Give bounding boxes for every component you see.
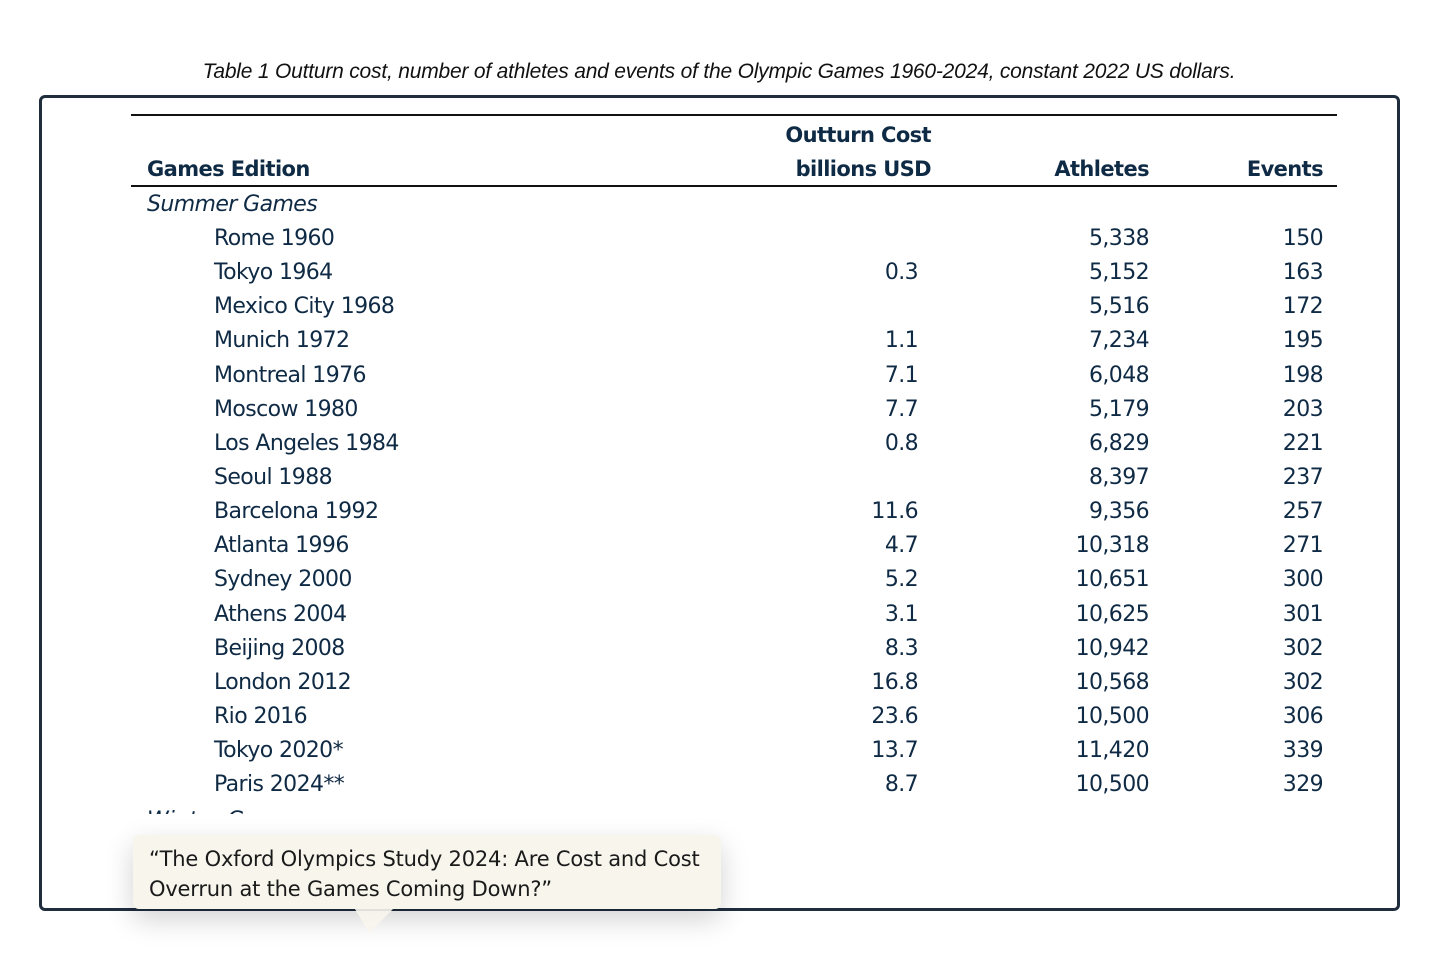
- table-caption: Table 1 Outturn cost, number of athletes…: [202, 60, 1236, 83]
- row-events: 300: [1282, 567, 1324, 593]
- row-events: 150: [1282, 226, 1324, 251]
- table-row: London 2012 16.8 10,568 302: [131, 666, 1337, 700]
- table-row: Mexico City 1968 5,516 172: [131, 290, 1337, 324]
- row-events: 195: [1282, 328, 1324, 354]
- row-outturn-cost: 0.8: [884, 430, 919, 456]
- row-games-edition: Tokyo 1964: [214, 260, 333, 286]
- row-outturn-cost: 0.3: [884, 260, 919, 286]
- data-table: Games Edition Outturn Cost billions USD …: [131, 114, 1337, 814]
- row-games-edition: Montreal 1976: [214, 362, 366, 388]
- row-outturn-cost: 7.7: [884, 396, 919, 422]
- row-events: 329: [1282, 772, 1324, 798]
- row-events: 163: [1282, 260, 1324, 286]
- row-outturn-cost: 1.1: [884, 328, 919, 354]
- row-events: 257: [1282, 499, 1324, 525]
- row-outturn-cost: 4.7: [884, 533, 919, 559]
- row-athletes: 7,234: [1089, 328, 1150, 354]
- row-outturn-cost: 7.1: [884, 362, 919, 388]
- row-athletes: 6,829: [1089, 430, 1150, 456]
- table-row: Paris 2024** 8.7 10,500 329: [131, 768, 1337, 802]
- row-outturn-cost: 11.6: [871, 499, 918, 525]
- row-events: 301: [1282, 601, 1324, 627]
- tooltip-pointer: [355, 909, 393, 933]
- header-games-edition: Games Edition: [147, 157, 310, 181]
- row-outturn-cost: 8.7: [884, 772, 919, 798]
- header-events: Events: [1246, 157, 1324, 181]
- row-games-edition: Seoul 1988: [214, 464, 333, 490]
- section-winter-games-partial: Winter Games: [147, 804, 304, 814]
- table-row: Beijing 2008 8.3 10,942 302: [131, 632, 1337, 666]
- header-cost-line2: billions USD: [795, 157, 932, 181]
- row-athletes: 8,397: [1089, 464, 1150, 490]
- row-games-edition: Tokyo 2020*: [214, 738, 344, 764]
- table-row: Barcelona 1992 11.6 9,356 257: [131, 495, 1337, 529]
- row-outturn-cost: 13.7: [871, 738, 918, 764]
- table-body: Rome 1960 5,338 150 Tokyo 1964 0.3 5,152 163 Me…: [131, 222, 1337, 802]
- row-events: 203: [1282, 396, 1324, 422]
- header-outturn-cost: Outturn Cost billions USD: [731, 118, 931, 186]
- row-games-edition: Sydney 2000: [214, 567, 352, 593]
- table-row: Montreal 1976 7.1 6,048 198: [131, 359, 1337, 393]
- row-athletes: 5,338: [1089, 226, 1150, 251]
- section-summer-games: Summer Games: [147, 192, 318, 217]
- header-athletes: Athletes: [1054, 157, 1149, 181]
- row-events: 302: [1282, 669, 1324, 695]
- table-row: Moscow 1980 7.7 5,179 203: [131, 393, 1337, 427]
- row-games-edition: Mexico City 1968: [214, 294, 395, 320]
- row-athletes: 10,318: [1075, 533, 1150, 559]
- row-events: 339: [1282, 738, 1324, 764]
- row-games-edition: Moscow 1980: [214, 396, 358, 422]
- row-athletes: 9,356: [1089, 499, 1150, 525]
- row-athletes: 10,942: [1075, 635, 1150, 661]
- row-games-edition: Beijing 2008: [214, 635, 345, 661]
- row-athletes: 5,152: [1089, 260, 1150, 286]
- row-athletes: 10,651: [1075, 567, 1150, 593]
- table-row: Tokyo 1964 0.3 5,152 163: [131, 256, 1337, 290]
- table-row: Sydney 2000 5.2 10,651 300: [131, 563, 1337, 597]
- row-events: 221: [1282, 430, 1324, 456]
- row-games-edition: Los Angeles 1984: [214, 430, 399, 456]
- table-row: Rome 1960 5,338 150: [131, 222, 1337, 256]
- row-games-edition: Rio 2016: [214, 703, 308, 729]
- table-row: Tokyo 2020* 13.7 11,420 339: [131, 734, 1337, 768]
- row-events: 237: [1282, 464, 1324, 490]
- row-games-edition: Munich 1972: [214, 328, 350, 354]
- row-athletes: 10,568: [1075, 669, 1150, 695]
- table-row: Los Angeles 1984 0.8 6,829 221: [131, 427, 1337, 461]
- row-games-edition: Athens 2004: [214, 601, 347, 627]
- row-events: 198: [1282, 362, 1324, 388]
- row-games-edition: Paris 2024**: [214, 772, 345, 798]
- table-row: Atlanta 1996 4.7 10,318 271: [131, 529, 1337, 563]
- header-cost-line1: Outturn Cost: [785, 123, 931, 147]
- row-outturn-cost: 23.6: [871, 703, 918, 729]
- table-top-rule: [131, 114, 1337, 116]
- row-events: 306: [1282, 703, 1324, 729]
- row-athletes: 10,625: [1075, 601, 1150, 627]
- row-games-edition: Barcelona 1992: [214, 499, 379, 525]
- row-athletes: 10,500: [1075, 772, 1150, 798]
- row-athletes: 10,500: [1075, 703, 1150, 729]
- citation-tooltip: “The Oxford Olympics Study 2024: Are Cos…: [133, 835, 721, 933]
- table-row: Munich 1972 1.1 7,234 195: [131, 324, 1337, 358]
- table-frame: Games Edition Outturn Cost billions USD …: [39, 95, 1400, 911]
- row-outturn-cost: 16.8: [871, 669, 918, 695]
- row-events: 302: [1282, 635, 1324, 661]
- row-games-edition: Atlanta 1996: [214, 533, 349, 559]
- header-bottom-rule: [131, 185, 1337, 187]
- row-events: 271: [1282, 533, 1324, 559]
- row-outturn-cost: 5.2: [884, 567, 919, 593]
- row-outturn-cost: 3.1: [884, 601, 919, 627]
- row-outturn-cost: 8.3: [884, 635, 919, 661]
- tooltip-text: “The Oxford Olympics Study 2024: Are Cos…: [149, 847, 700, 901]
- row-athletes: 5,516: [1089, 294, 1150, 320]
- row-games-edition: London 2012: [214, 669, 352, 695]
- row-athletes: 11,420: [1075, 738, 1150, 764]
- row-events: 172: [1282, 294, 1324, 320]
- row-games-edition: Rome 1960: [214, 226, 335, 251]
- table-row: Athens 2004 3.1 10,625 301: [131, 598, 1337, 632]
- table-row: Seoul 1988 8,397 237: [131, 461, 1337, 495]
- table-row: Rio 2016 23.6 10,500 306: [131, 700, 1337, 734]
- row-athletes: 5,179: [1089, 396, 1150, 422]
- row-athletes: 6,048: [1089, 362, 1150, 388]
